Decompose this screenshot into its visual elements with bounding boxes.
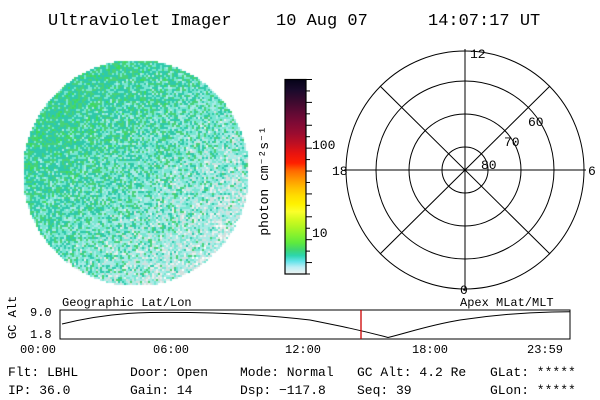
svg-text:06:00: 06:00	[153, 343, 189, 357]
svg-text:GC Alt: GC Alt	[6, 296, 20, 339]
svg-text:Door: Open: Door: Open	[130, 365, 208, 380]
svg-text:00:00: 00:00	[20, 343, 56, 357]
svg-text:1.8: 1.8	[30, 328, 52, 342]
svg-text:GLat: *****: GLat: *****	[490, 365, 576, 380]
svg-text:80: 80	[481, 158, 497, 173]
svg-text:Mode: Normal: Mode: Normal	[240, 365, 334, 380]
svg-text:photon cm⁻²s⁻¹: photon cm⁻²s⁻¹	[257, 126, 272, 235]
svg-text:Apex MLat/MLT: Apex MLat/MLT	[460, 296, 554, 310]
svg-text:14:07:17 UT: 14:07:17 UT	[428, 12, 540, 31]
svg-text:Gain: 14: Gain: 14	[130, 383, 193, 398]
svg-text:9.0: 9.0	[30, 306, 52, 320]
svg-text:Seq: 39: Seq: 39	[357, 383, 412, 398]
svg-text:100: 100	[312, 138, 335, 153]
svg-text:GC Alt: 4.2 Re: GC Alt: 4.2 Re	[357, 365, 466, 380]
svg-text:Dsp: −117.8: Dsp: −117.8	[240, 383, 326, 398]
svg-text:GLon: *****: GLon: *****	[490, 383, 576, 398]
svg-text:23:59: 23:59	[527, 343, 563, 357]
svg-text:10 Aug 07: 10 Aug 07	[276, 12, 368, 31]
svg-text:12:00: 12:00	[285, 343, 321, 357]
svg-text:Geographic Lat/Lon: Geographic Lat/Lon	[62, 296, 192, 310]
svg-text:18:00: 18:00	[412, 343, 448, 357]
svg-text:12: 12	[470, 47, 486, 62]
svg-text:10: 10	[312, 226, 328, 241]
svg-text:Ultraviolet Imager: Ultraviolet Imager	[48, 12, 232, 31]
svg-text:60: 60	[528, 115, 544, 130]
svg-text:18: 18	[332, 164, 348, 179]
svg-text:IP: 36.0: IP: 36.0	[8, 383, 70, 398]
svg-text:70: 70	[504, 135, 520, 150]
svg-text:Flt: LBHL: Flt: LBHL	[8, 365, 78, 380]
svg-text:6: 6	[588, 164, 596, 179]
